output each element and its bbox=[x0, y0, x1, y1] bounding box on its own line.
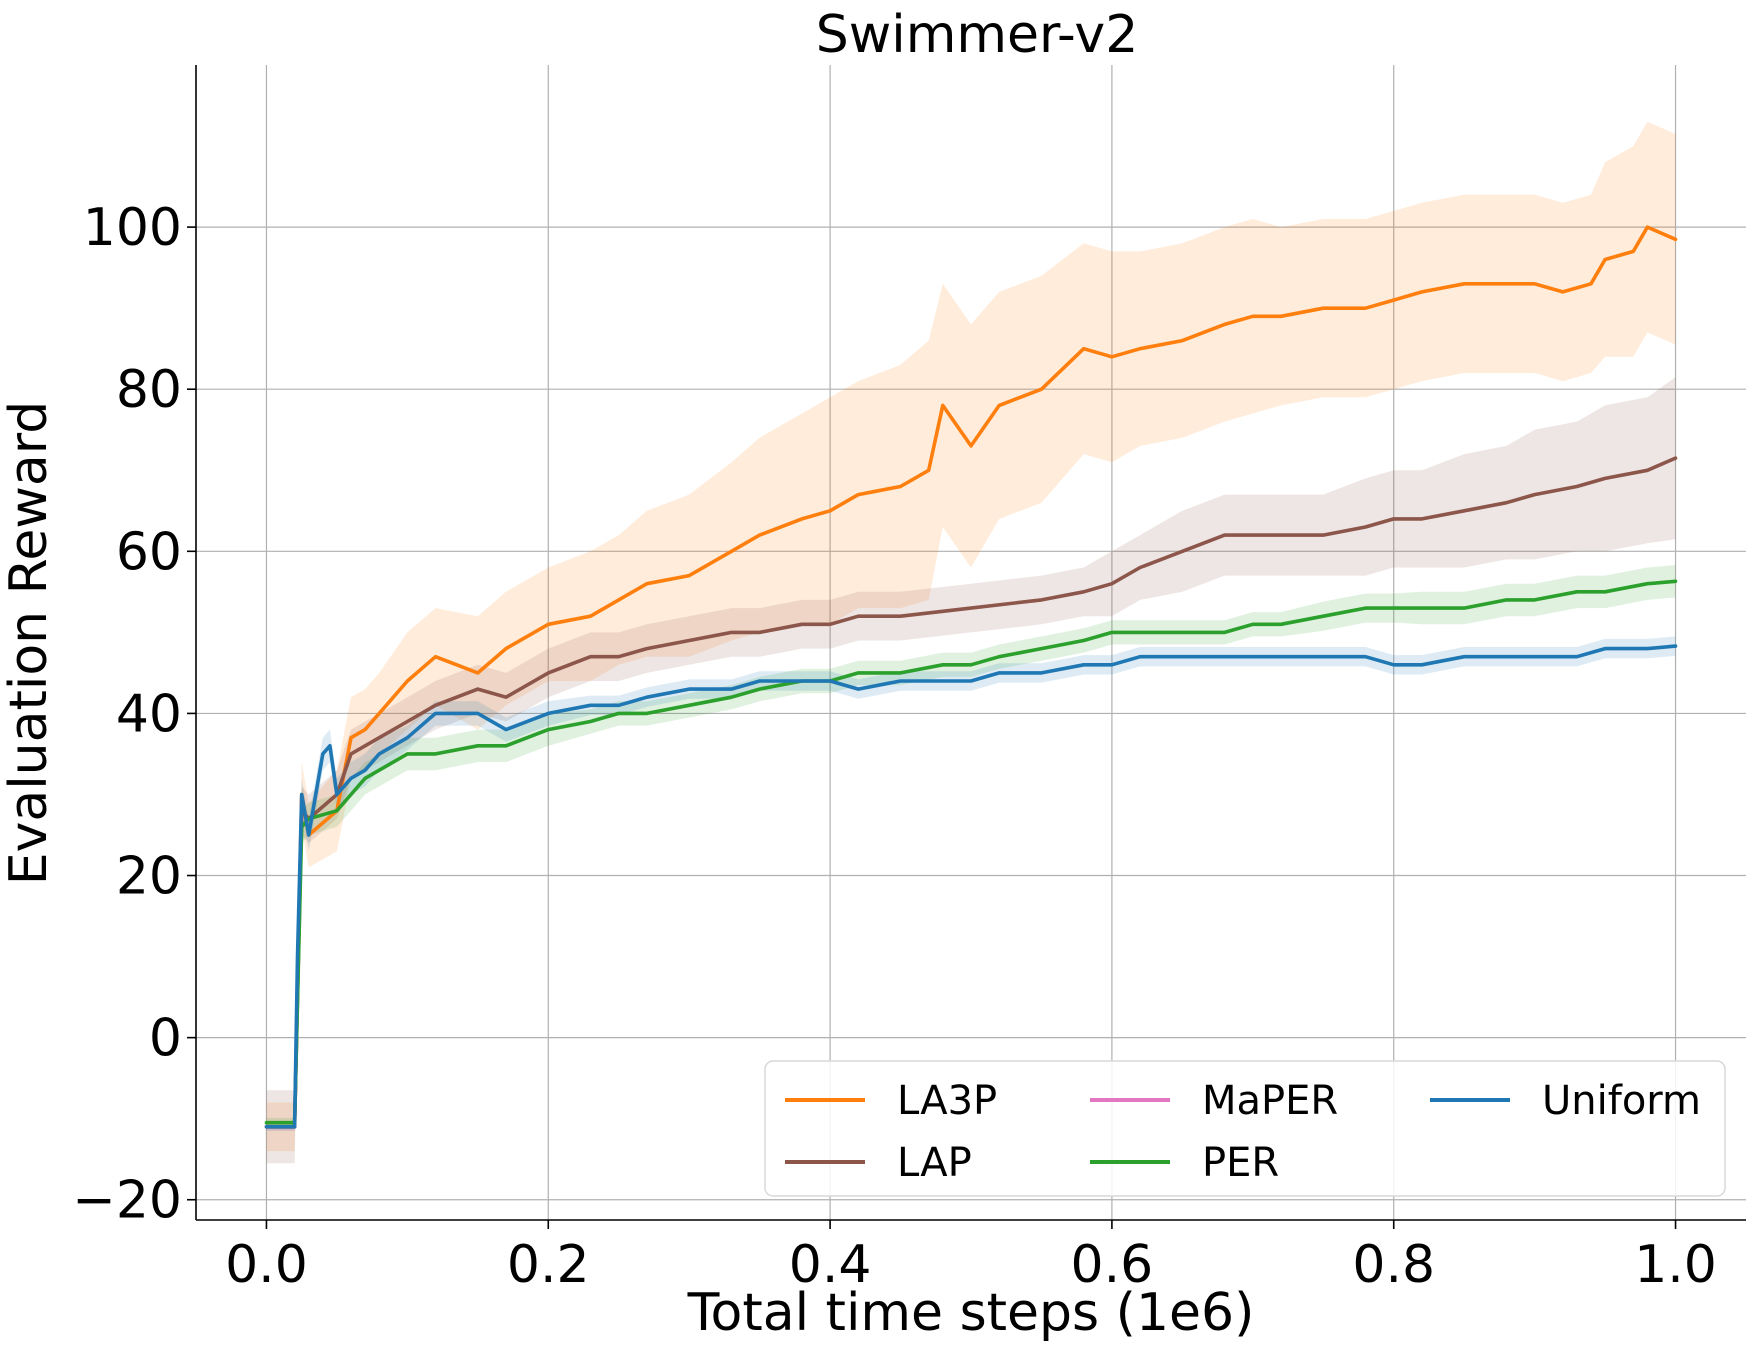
x-tick-label: 0.4 bbox=[789, 1235, 872, 1295]
x-ticks: 0.0 0.2 0.4 0.6 0.8 1.0 bbox=[225, 1220, 1717, 1295]
x-tick-label: 1.0 bbox=[1634, 1235, 1717, 1295]
legend-label-la3p: LA3P bbox=[897, 1078, 997, 1124]
y-tick-label: 40 bbox=[116, 684, 182, 744]
band-la3p bbox=[266, 121, 1676, 1152]
band-lap bbox=[266, 377, 1676, 1164]
axes bbox=[195, 65, 1746, 1221]
confidence-bands bbox=[266, 121, 1676, 1164]
chart-title: Swimmer-v2 bbox=[816, 5, 1139, 65]
x-tick-label: 0.2 bbox=[507, 1235, 590, 1295]
y-tick-label: 60 bbox=[116, 522, 182, 582]
y-ticks: −20 0 20 40 60 80 100 bbox=[72, 198, 196, 1231]
y-tick-label: 100 bbox=[83, 198, 182, 258]
line-lap bbox=[264, 456, 1678, 1129]
legend: LA3P MaPER Uniform LAP PER bbox=[764, 1060, 1726, 1197]
grid bbox=[196, 65, 1746, 1220]
y-tick-label: −20 bbox=[72, 1171, 182, 1231]
legend-label-uniform: Uniform bbox=[1542, 1078, 1701, 1124]
legend-label-maper: MaPER bbox=[1202, 1078, 1338, 1124]
band-uniform bbox=[266, 636, 1676, 1131]
x-tick-label: 0.0 bbox=[225, 1235, 308, 1295]
x-tick-label: 0.6 bbox=[1071, 1235, 1154, 1295]
line-per bbox=[264, 579, 1678, 1125]
y-tick-label: 80 bbox=[116, 360, 182, 420]
line-la3p bbox=[264, 225, 1678, 1129]
series-lines bbox=[264, 225, 1678, 1129]
x-tick-label: 0.8 bbox=[1352, 1235, 1435, 1295]
y-tick-label: 20 bbox=[116, 847, 182, 907]
legend-label-per: PER bbox=[1202, 1140, 1279, 1186]
y-axis-label: Evaluation Reward bbox=[0, 401, 59, 886]
legend-box bbox=[764, 1060, 1726, 1197]
legend-label-lap: LAP bbox=[897, 1140, 972, 1186]
line-uniform bbox=[264, 644, 1678, 1129]
y-tick-label: 0 bbox=[149, 1009, 182, 1069]
x-axis-label: Total time steps (1e6) bbox=[687, 1283, 1255, 1343]
